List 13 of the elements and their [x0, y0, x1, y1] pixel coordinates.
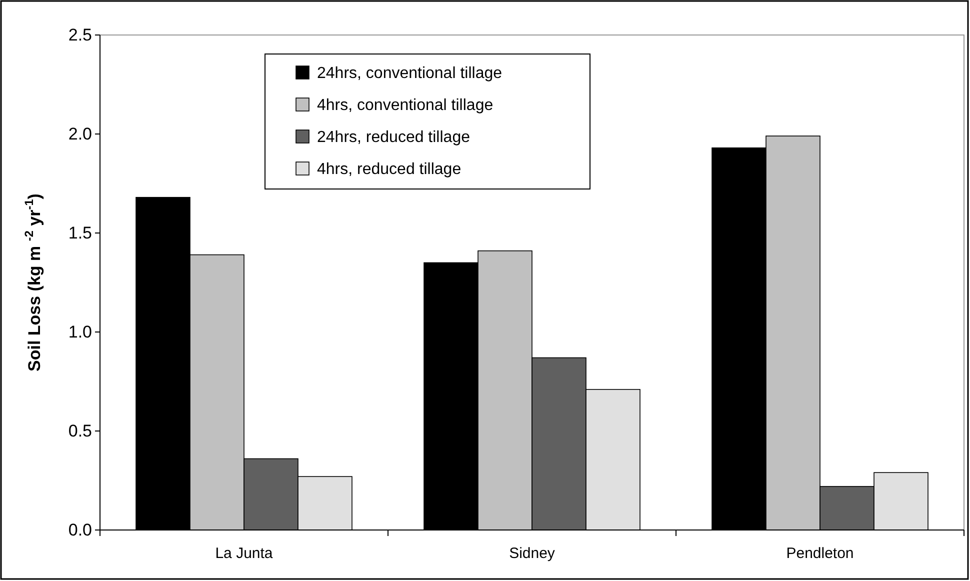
y-tick-label: 2.5 [68, 25, 92, 44]
x-tick-label: Sidney [509, 545, 556, 562]
y-tick-label: 1.0 [68, 322, 92, 342]
y-tick-label: 0.0 [68, 520, 92, 540]
legend-label: 24hrs, reduced tillage [317, 129, 470, 146]
legend-label: 4hrs, conventional tillage [317, 97, 494, 114]
x-tick-label: Pendleton [786, 545, 854, 562]
legend-label: 4hrs, reduced tillage [317, 161, 462, 178]
legend-label: 24hrs, conventional tillage [317, 65, 502, 82]
x-tick-label: La Junta [215, 545, 274, 562]
y-tick-label: 2.0 [68, 124, 92, 144]
y-tick-label: 1.5 [68, 223, 92, 242]
y-tick-label: 0.5 [68, 421, 92, 440]
